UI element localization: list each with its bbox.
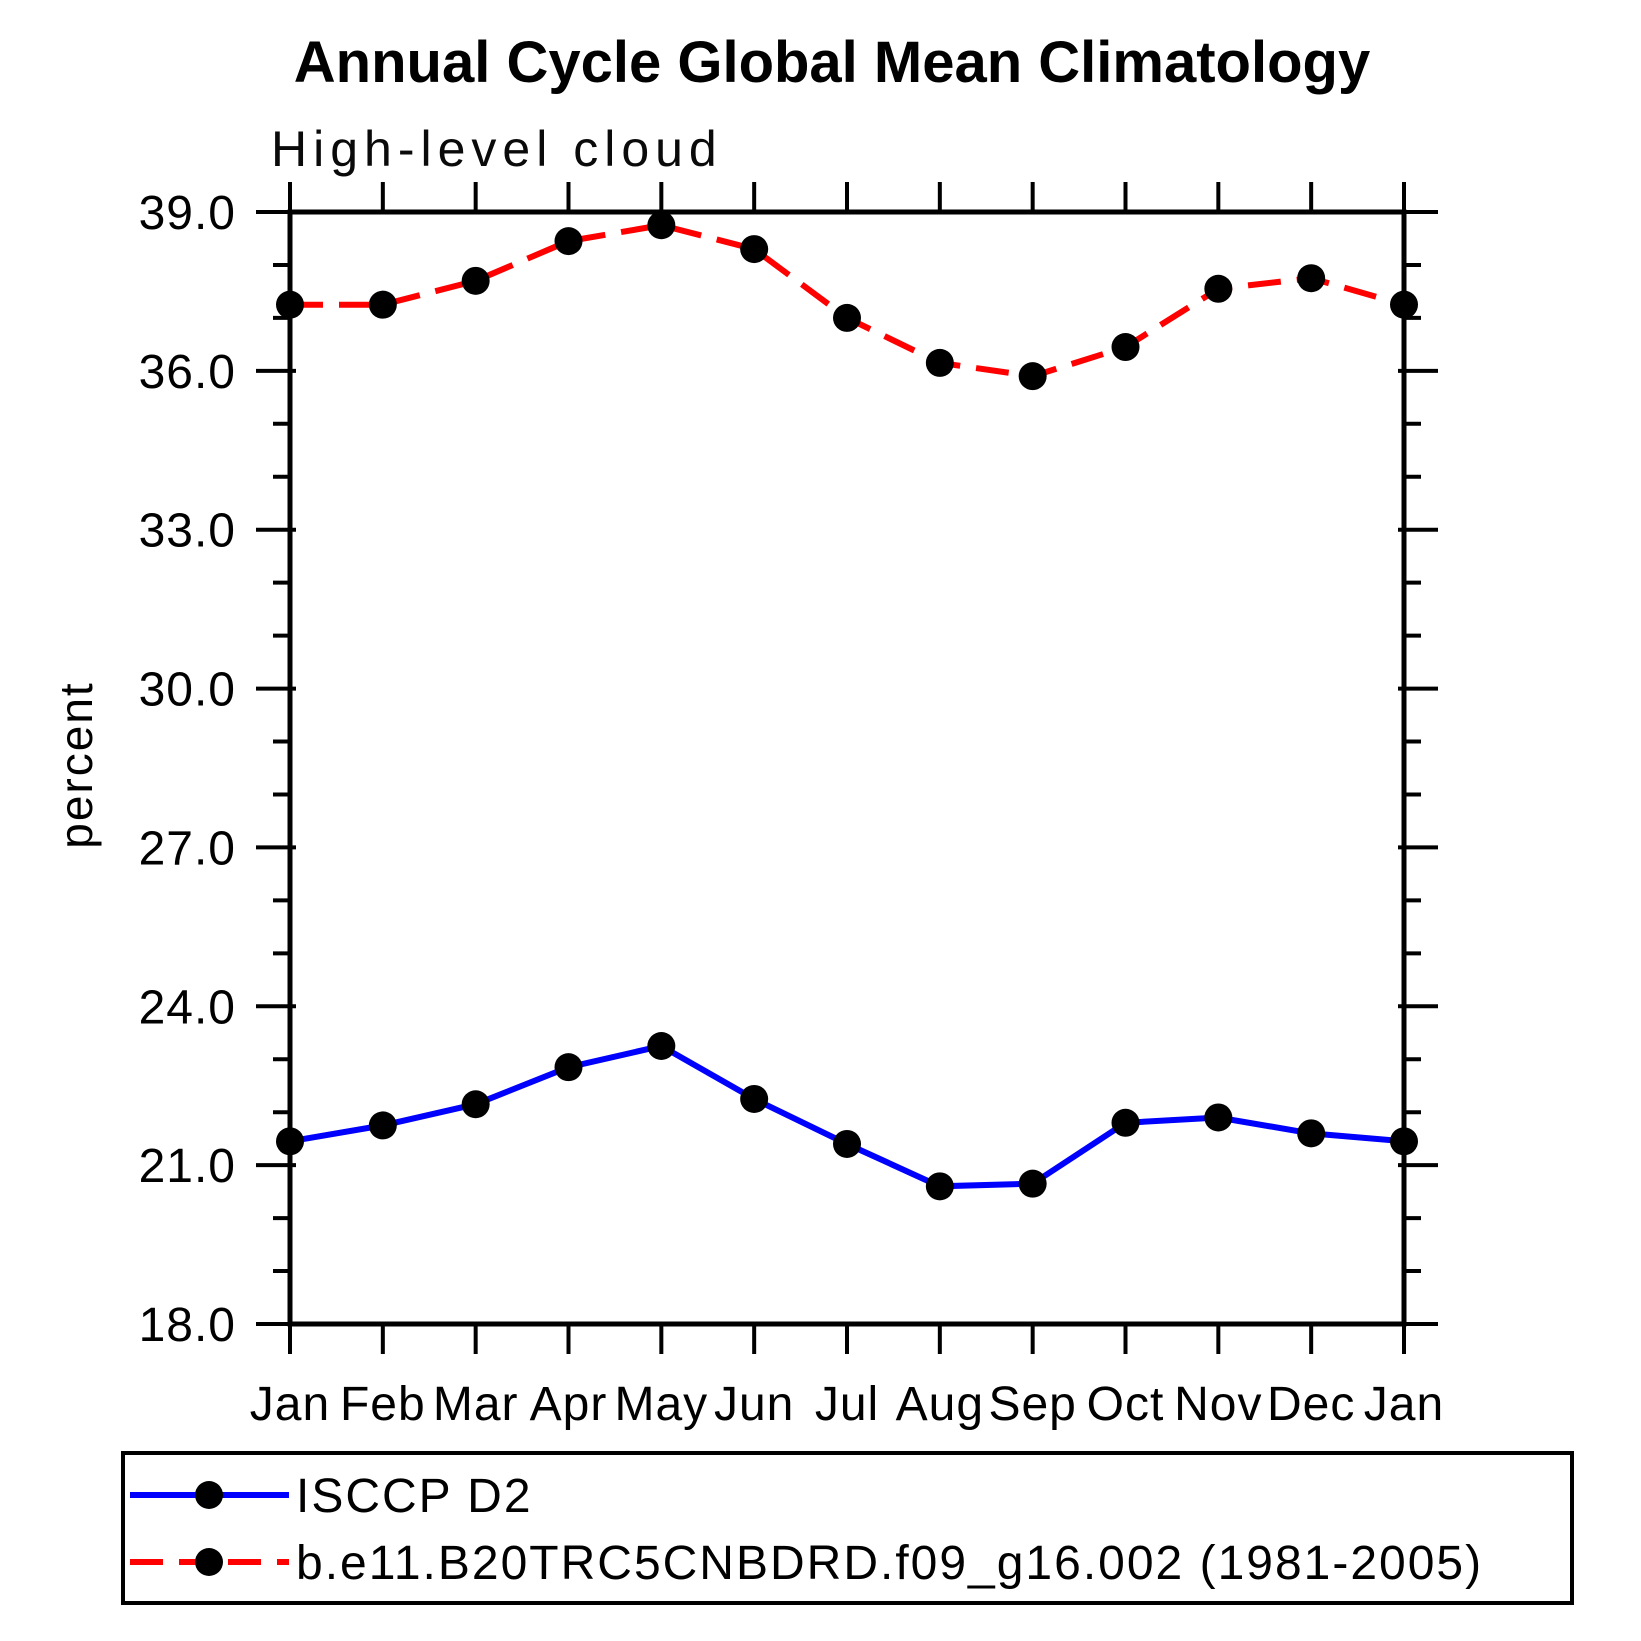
- data-point-marker: [740, 1084, 769, 1113]
- data-point-marker: [368, 290, 397, 319]
- x-tick-label: Mar: [433, 1378, 519, 1431]
- x-tick-label: Apr: [530, 1378, 608, 1431]
- x-tick-label: Nov: [1174, 1378, 1262, 1431]
- x-tick-label: Oct: [1087, 1378, 1165, 1431]
- data-point-marker: [1111, 1108, 1140, 1137]
- series-line: [289, 1042, 1405, 1190]
- x-tick-label: Jan: [1364, 1378, 1444, 1431]
- data-point-marker: [554, 1053, 583, 1082]
- data-point-marker: [647, 211, 676, 240]
- chart-subtitle: High-level cloud: [271, 121, 723, 177]
- data-point-marker: [368, 1111, 397, 1140]
- data-point-marker: [647, 1032, 676, 1060]
- x-tick-label: May: [614, 1378, 708, 1431]
- data-point-marker: [1204, 1103, 1233, 1132]
- legend-label: b.e11.B20TRC5CNBDRD.f09_g16.002 (1981-20…: [296, 1537, 1483, 1590]
- data-point-marker: [554, 227, 583, 256]
- x-tick-label: Aug: [896, 1378, 984, 1431]
- x-tick-label: Jan: [250, 1378, 330, 1431]
- y-tick-label: 36.0: [139, 346, 236, 399]
- legend-label: ISCCP D2: [296, 1470, 533, 1523]
- data-point-marker: [740, 235, 769, 264]
- data-point-marker: [1018, 1169, 1047, 1198]
- y-tick-label: 18.0: [139, 1299, 236, 1352]
- data-point-marker: [1390, 290, 1418, 319]
- data-point-marker: [461, 266, 490, 295]
- x-tick-label: Dec: [1267, 1378, 1355, 1431]
- y-axis-title: percent: [50, 681, 102, 848]
- y-tick-label: 21.0: [139, 1140, 236, 1193]
- data-point-marker: [1297, 264, 1326, 293]
- y-tick-label: 24.0: [139, 981, 236, 1034]
- data-point-marker: [461, 1090, 490, 1119]
- data-point-marker: [925, 1172, 954, 1201]
- series-line: [290, 222, 1405, 380]
- data-point-marker: [1018, 362, 1047, 391]
- y-tick-label: 30.0: [139, 664, 236, 717]
- legend-box: [121, 1451, 1574, 1605]
- x-tick-label: Jul: [815, 1378, 879, 1431]
- data-point-marker: [1390, 1127, 1418, 1156]
- y-tick-label: 27.0: [139, 822, 236, 875]
- data-point-marker: [925, 348, 954, 377]
- data-point-marker: [276, 290, 304, 319]
- data-point-marker: [833, 1129, 861, 1158]
- plot-series: [276, 211, 1418, 1201]
- x-tick-label: Jun: [714, 1378, 794, 1431]
- x-tick-label: Feb: [340, 1378, 426, 1431]
- legend-marker: [195, 1481, 223, 1509]
- y-tick-label: 39.0: [139, 187, 236, 240]
- chart-title: Annual Cycle Global Mean Climatology: [294, 30, 1370, 95]
- data-point-marker: [833, 303, 861, 332]
- y-tick-label: 33.0: [139, 505, 236, 558]
- data-point-marker: [276, 1127, 304, 1156]
- legend: ISCCP D2 b.e11.B20TRC5CNBDRD.f09_g16.002 …: [121, 1451, 1574, 1605]
- data-point-marker: [1297, 1119, 1326, 1148]
- x-tick-label: Sep: [988, 1378, 1076, 1431]
- data-point-marker: [1204, 274, 1233, 303]
- legend-marker: [195, 1548, 223, 1576]
- data-point-marker: [1111, 333, 1140, 362]
